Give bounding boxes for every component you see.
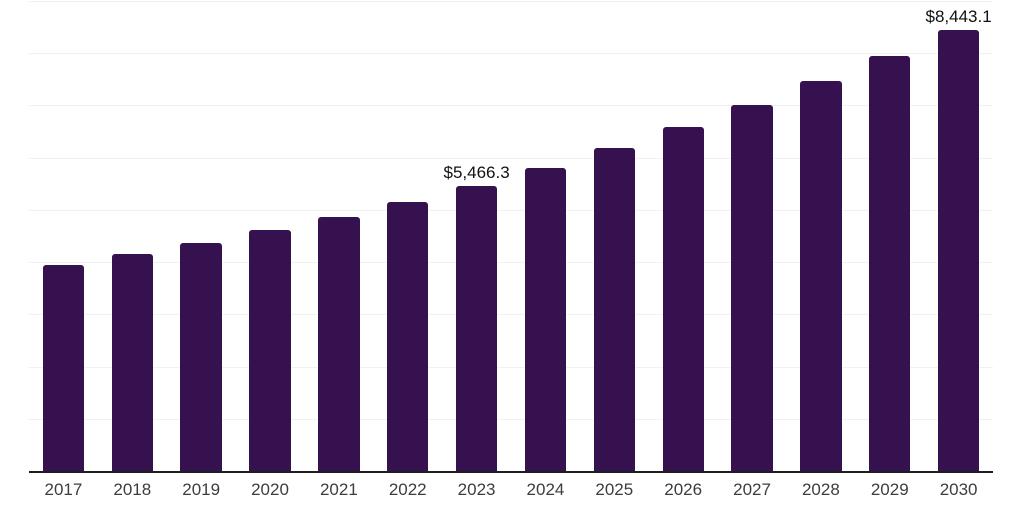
x-tick-label-2028: 2028 xyxy=(801,480,840,499)
bar-2028 xyxy=(800,80,842,471)
x-tick-label-2020: 2020 xyxy=(251,480,289,499)
bar-column-2019 xyxy=(167,1,236,471)
bar-2026 xyxy=(662,127,704,471)
x-tick-label-2018: 2018 xyxy=(113,480,152,499)
x-tick-label-2022: 2022 xyxy=(388,480,427,499)
bar-2030 xyxy=(937,30,980,471)
bar-column-2022 xyxy=(373,1,442,471)
gridline xyxy=(29,209,993,211)
gridline xyxy=(29,418,993,420)
bar-column-2023: $5,466.3 xyxy=(442,1,511,471)
bar-2029 xyxy=(869,55,911,471)
gridline xyxy=(29,314,993,316)
bar-column-2020 xyxy=(236,1,305,471)
x-tick-label-2025: 2025 xyxy=(595,480,634,499)
bar-2023 xyxy=(455,185,498,471)
gridline xyxy=(29,366,993,368)
gridline xyxy=(29,157,993,159)
gridline xyxy=(29,1,993,2)
x-tick-label-2017: 2017 xyxy=(44,480,83,499)
bar-column-2025 xyxy=(580,1,649,471)
bar-2018 xyxy=(111,254,153,471)
plot-area: $5,466.3 $8,443.1 xyxy=(29,1,993,473)
x-tick-label-2030: 2030 xyxy=(939,480,978,499)
bar-column-2026 xyxy=(649,1,718,471)
bar-2017 xyxy=(42,264,85,471)
x-tick-label-2029: 2029 xyxy=(870,480,909,499)
x-tick-label-2019: 2019 xyxy=(182,480,221,499)
bar-2025 xyxy=(593,148,635,471)
x-tick-label-2021: 2021 xyxy=(319,480,358,499)
bar-column-2024 xyxy=(511,1,580,471)
value-label-2030: $8,443.1 xyxy=(925,7,992,27)
bar-column-2021 xyxy=(304,1,373,471)
x-tick-label-2024: 2024 xyxy=(526,480,565,499)
bar-2027 xyxy=(731,105,773,471)
bar-2024 xyxy=(524,168,567,471)
bar-column-2028 xyxy=(786,1,855,471)
value-label-2023: $5,466.3 xyxy=(443,162,510,182)
bar-column-2029 xyxy=(855,1,924,471)
bar-2021 xyxy=(318,217,360,471)
bar-column-2030: $8,443.1 xyxy=(924,1,993,471)
x-tick-label-2027: 2027 xyxy=(733,480,771,499)
x-tick-label-2026: 2026 xyxy=(664,480,703,499)
gridline xyxy=(29,105,993,107)
x-tick-label-2023: 2023 xyxy=(457,480,496,499)
bar-column-2017 xyxy=(29,1,98,471)
gridline xyxy=(29,53,993,55)
bar-column-2027 xyxy=(718,1,787,471)
gridline xyxy=(29,262,993,264)
bar-2019 xyxy=(180,242,222,471)
bar-2022 xyxy=(387,202,429,471)
x-axis: 2017 2018 2019 2020 2021 2022 2023 2024 2025 2026… xyxy=(29,480,993,500)
bar-2020 xyxy=(249,230,291,471)
bar-column-2018 xyxy=(98,1,167,471)
